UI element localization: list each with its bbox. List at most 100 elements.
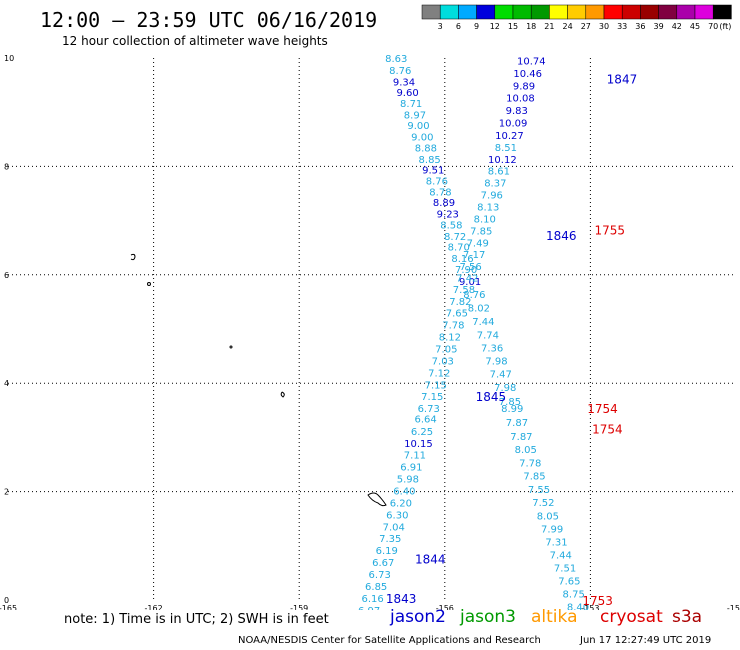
pass-time-label: 1846	[546, 229, 577, 243]
swh-value: 8.63	[385, 54, 407, 65]
swh-value: 8.61	[488, 167, 510, 178]
swh-value: 7.98	[494, 383, 516, 394]
swh-value: 6.16	[362, 594, 384, 605]
lat-tick-label: 10	[4, 54, 14, 63]
swh-value: 7.87	[510, 432, 532, 443]
swh-value: 6.64	[415, 414, 437, 425]
lat-tick-label: 6	[4, 271, 9, 280]
swh-value: 7.65	[558, 576, 580, 587]
swh-value: 5.98	[397, 475, 419, 486]
pass-time-label: 1755	[595, 223, 626, 237]
legend-label-27: 27	[581, 22, 591, 31]
swh-value: 8.40	[567, 603, 589, 610]
pass-time-label: 1754	[587, 402, 618, 416]
legend-label-9: 9	[474, 22, 479, 31]
swh-value: 7.55	[528, 485, 550, 496]
island-shape	[367, 492, 387, 507]
island-shape	[147, 282, 151, 286]
swh-value: 8.76	[463, 290, 485, 301]
swh-value: 7.65	[446, 309, 468, 320]
island-outlines	[130, 253, 387, 507]
swh-value: 10.74	[517, 57, 546, 68]
swh-value: 8.37	[484, 179, 506, 190]
lon-tick-label: -165	[0, 604, 17, 610]
swh-value: 9.23	[437, 210, 459, 221]
swh-value: 9.60	[396, 88, 418, 99]
legend-label-45: 45	[690, 22, 700, 31]
swh-value: 10.27	[495, 131, 524, 142]
swh-value: 7.03	[432, 356, 454, 367]
island-shape	[130, 253, 136, 261]
swh-value: 8.76	[426, 176, 448, 187]
color-legend: 3 6 9 12 15 18 21 24 27 30 33 36 39 42 45 70 (ft)	[421, 4, 732, 31]
swh-value: 7.90	[455, 265, 477, 276]
legend-label-18: 18	[526, 22, 536, 31]
swh-value: 8.16	[451, 254, 473, 265]
swh-value: 7.15	[421, 392, 443, 403]
swh-value: 9.89	[513, 82, 535, 93]
swh-value: 7.96	[481, 191, 503, 202]
swh-value: 6.67	[372, 558, 394, 569]
swh-value: 8.13	[477, 203, 499, 214]
swh-value: 7.98	[485, 356, 507, 367]
swh-value: 8.72	[444, 232, 466, 243]
swh-value: 7.12	[428, 368, 450, 379]
lat-tick-label: 0	[4, 596, 9, 605]
swh-value: 7.52	[532, 498, 554, 509]
lon-tick-label: -159	[290, 604, 308, 610]
lon-tick-label: -156	[436, 604, 454, 610]
swh-value: 8.70	[448, 243, 470, 254]
swh-value: 9.51	[422, 166, 444, 177]
legend-label-39: 39	[654, 22, 664, 31]
pass-time-label: 1754	[592, 422, 623, 436]
page-subtitle: 12 hour collection of altimeter wave hei…	[62, 34, 328, 48]
swh-value: 10.15	[404, 439, 433, 450]
legend-label-3: 3	[438, 22, 443, 31]
swh-value: 8.88	[415, 143, 437, 154]
swh-value: 7.49	[467, 238, 489, 249]
swh-value: 7.31	[545, 537, 567, 548]
swh-value: 7.04	[383, 522, 405, 533]
lat-tick-label: 8	[4, 162, 9, 171]
swh-value: 7.42	[456, 274, 478, 285]
swh-value: 8.05	[515, 445, 537, 456]
satellite-label-cryosat: cryosat	[600, 607, 663, 627]
swh-value: 7.35	[379, 534, 401, 545]
satellite-label-jason2: jason2	[390, 607, 446, 627]
swh-value: 6.30	[386, 510, 408, 521]
swh-value: 7.17	[463, 250, 485, 261]
swh-value: 7.87	[506, 418, 528, 429]
swh-value: 9.83	[506, 106, 528, 117]
swh-value: 8.12	[439, 333, 461, 344]
swh-value: 9.01	[459, 277, 481, 288]
lat-tick-label: 2	[4, 488, 9, 497]
swh-value: 7.15	[425, 380, 447, 391]
swh-value: 7.85	[499, 397, 521, 408]
swh-value: 9.34	[393, 77, 415, 88]
swh-value: 8.85	[419, 155, 441, 166]
track-east: 10.7410.469.8910.089.8310.0910.278.5110.…	[358, 57, 546, 610]
pass-time-label: 1843	[386, 592, 417, 606]
swh-value: 7.78	[519, 458, 541, 469]
swh-value: 8.10	[474, 214, 496, 225]
swh-value: 7.11	[404, 451, 426, 462]
legend-label-15: 15	[508, 22, 518, 31]
swh-value: 8.99	[501, 404, 523, 415]
swh-value: 7.56	[460, 262, 482, 273]
swh-value: 7.36	[481, 343, 503, 354]
swh-value: 6.25	[411, 427, 433, 438]
swh-value: 7.44	[472, 317, 494, 328]
swh-value: 7.58	[453, 285, 475, 296]
pass-time-label: 1847	[607, 73, 638, 87]
pass-time-label: 1753	[582, 594, 613, 608]
lon-tick-label: -162	[145, 604, 163, 610]
pass-time-label: 1844	[415, 552, 446, 566]
swh-value: 9.00	[411, 133, 433, 144]
swh-value: 10.46	[513, 69, 542, 80]
legend-swatch-16	[712, 4, 732, 20]
page-title: 12:00 – 23:59 UTC 06/16/2019	[40, 8, 378, 32]
swh-value: 8.02	[468, 303, 490, 314]
swh-value: 7.74	[477, 330, 499, 341]
swh-value: 10.12	[488, 155, 517, 166]
swh-value: 8.71	[400, 99, 422, 110]
